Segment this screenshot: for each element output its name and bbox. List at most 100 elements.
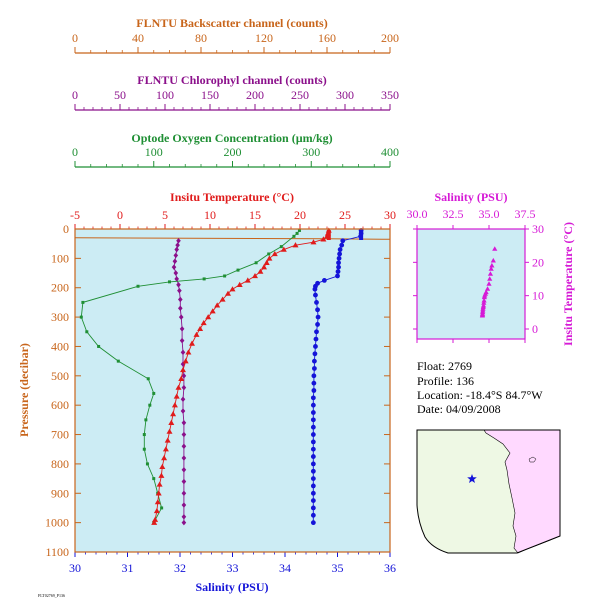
chlorophyll-point bbox=[181, 431, 187, 438]
backscatter-tick-label: 160 bbox=[318, 31, 336, 45]
temperature-point bbox=[236, 281, 243, 287]
temperature-point bbox=[185, 349, 192, 355]
ts-y-tick-label: 0 bbox=[532, 322, 538, 336]
salinity-point bbox=[321, 277, 327, 283]
salinity-point bbox=[310, 498, 316, 504]
ts-point bbox=[492, 246, 498, 251]
chlorophyll-point bbox=[180, 396, 186, 403]
temperature-point bbox=[261, 264, 267, 270]
temperature-point bbox=[168, 419, 175, 425]
chlorophyll-axis-title: FLNTU Chlorophyl channel (counts) bbox=[137, 73, 326, 87]
chlorophyll-point bbox=[178, 305, 183, 312]
temperature-point bbox=[209, 308, 216, 314]
temperature-point bbox=[178, 375, 185, 381]
temperature-point bbox=[170, 410, 177, 417]
oxygen-point bbox=[142, 447, 146, 451]
temperature-point bbox=[292, 242, 299, 248]
oxygen-axis: Optode Oxygen Concentration (µm/kg) 0 100… bbox=[72, 131, 399, 168]
oxygen-point bbox=[81, 300, 85, 304]
temperature-point bbox=[171, 402, 178, 408]
oxygen-tick-label: 400 bbox=[381, 145, 399, 159]
salinity-point bbox=[337, 247, 343, 252]
temperature-point bbox=[182, 358, 189, 364]
backscatter-tick-label: 0 bbox=[72, 31, 78, 45]
oxygen-tick-label: 0 bbox=[72, 145, 78, 159]
backscatter-tick-label: 40 bbox=[132, 31, 144, 45]
temperature-point bbox=[151, 519, 158, 525]
temperature-point bbox=[162, 446, 169, 452]
oxygen-point bbox=[144, 418, 148, 422]
chlorophyll-point bbox=[181, 443, 187, 450]
salinity-tick-label: 32 bbox=[174, 561, 186, 575]
pressure-tick-label: 100 bbox=[51, 251, 69, 265]
ts-x-tick-label: 35.0 bbox=[479, 207, 500, 221]
ts-y-tick-label: 10 bbox=[532, 289, 544, 303]
main-plot-background bbox=[75, 229, 390, 552]
map-frame bbox=[416, 429, 561, 554]
salinity-point bbox=[313, 344, 318, 349]
backscatter-axis-title: FLNTU Backscatter channel (counts) bbox=[136, 16, 327, 30]
chlorophyll-point bbox=[179, 326, 185, 332]
backscatter-tick-label: 120 bbox=[255, 31, 273, 45]
salinity-point bbox=[310, 483, 316, 489]
chlorophyll-point bbox=[176, 281, 181, 288]
ts-point bbox=[484, 286, 491, 291]
salinity-point bbox=[310, 512, 316, 518]
temperature-point bbox=[155, 490, 162, 496]
temperature-tick-label: 15 bbox=[249, 208, 261, 222]
main-profile-plot: Insitu Temperature (°C) Salinity (PSU) P… bbox=[17, 190, 396, 594]
temperature-point bbox=[244, 277, 251, 283]
ts-point bbox=[481, 300, 487, 305]
pressure-tick-label: 500 bbox=[51, 369, 69, 383]
chlorophyll-tick-label: 300 bbox=[336, 88, 354, 102]
salinity-point bbox=[310, 490, 316, 496]
salinity-tick-label: 34 bbox=[279, 561, 291, 575]
temperature-point bbox=[193, 331, 200, 337]
chlorophyll-point bbox=[176, 237, 181, 244]
salinity-point bbox=[314, 300, 319, 305]
temperature-tick-label: 30 bbox=[384, 208, 396, 222]
salinity-point bbox=[310, 402, 316, 408]
pressure-tick-label: 0 bbox=[63, 222, 69, 236]
salinity-tick-label: 36 bbox=[384, 561, 396, 575]
salinity-tick-label: 30 bbox=[69, 561, 81, 575]
location-map bbox=[416, 429, 561, 554]
salinity-point bbox=[336, 260, 341, 266]
oxygen-point bbox=[168, 280, 171, 284]
ts-plot-frame bbox=[416, 228, 526, 340]
chlorophyll-point bbox=[181, 502, 187, 508]
temperature-point bbox=[180, 366, 186, 373]
oxygen-point bbox=[254, 261, 258, 265]
chlorophyll-tick-label: 350 bbox=[381, 88, 399, 102]
salinity-point bbox=[313, 336, 319, 342]
salinity-point bbox=[310, 417, 316, 423]
salinity-point bbox=[315, 314, 321, 320]
temperature-point bbox=[175, 384, 182, 390]
temperature-point bbox=[280, 246, 287, 252]
figure-code: FLT02769_P136 bbox=[38, 593, 65, 598]
chlorophyll-point bbox=[181, 373, 187, 379]
salinity-point bbox=[310, 424, 316, 430]
salinity-point bbox=[315, 322, 320, 327]
chlorophyll-point bbox=[181, 455, 187, 461]
pressure-tick-label: 1100 bbox=[45, 545, 69, 559]
pressure-tick-label: 800 bbox=[51, 457, 69, 471]
ts-x-axis-title: Salinity (PSU) bbox=[434, 190, 507, 204]
oxygen-point bbox=[85, 330, 89, 334]
temperature-tick-label: -5 bbox=[70, 208, 80, 222]
oxygen-point bbox=[236, 268, 240, 272]
oxygen-point bbox=[79, 315, 83, 319]
ts-point bbox=[481, 297, 487, 303]
salinity-point bbox=[310, 454, 316, 459]
chlorophyll-tick-label: 50 bbox=[114, 88, 126, 102]
chlorophyll-point bbox=[177, 287, 182, 294]
chlorophyll-point bbox=[174, 276, 179, 282]
profile-date: Date: 04/09/2008 bbox=[417, 402, 501, 416]
oxygen-point bbox=[267, 252, 271, 256]
oxygen-point bbox=[148, 403, 152, 407]
ts-point bbox=[490, 257, 496, 263]
ts-point bbox=[488, 266, 494, 271]
pressure-axis-title: Pressure (decibar) bbox=[17, 343, 31, 437]
salinity-point bbox=[310, 432, 316, 437]
